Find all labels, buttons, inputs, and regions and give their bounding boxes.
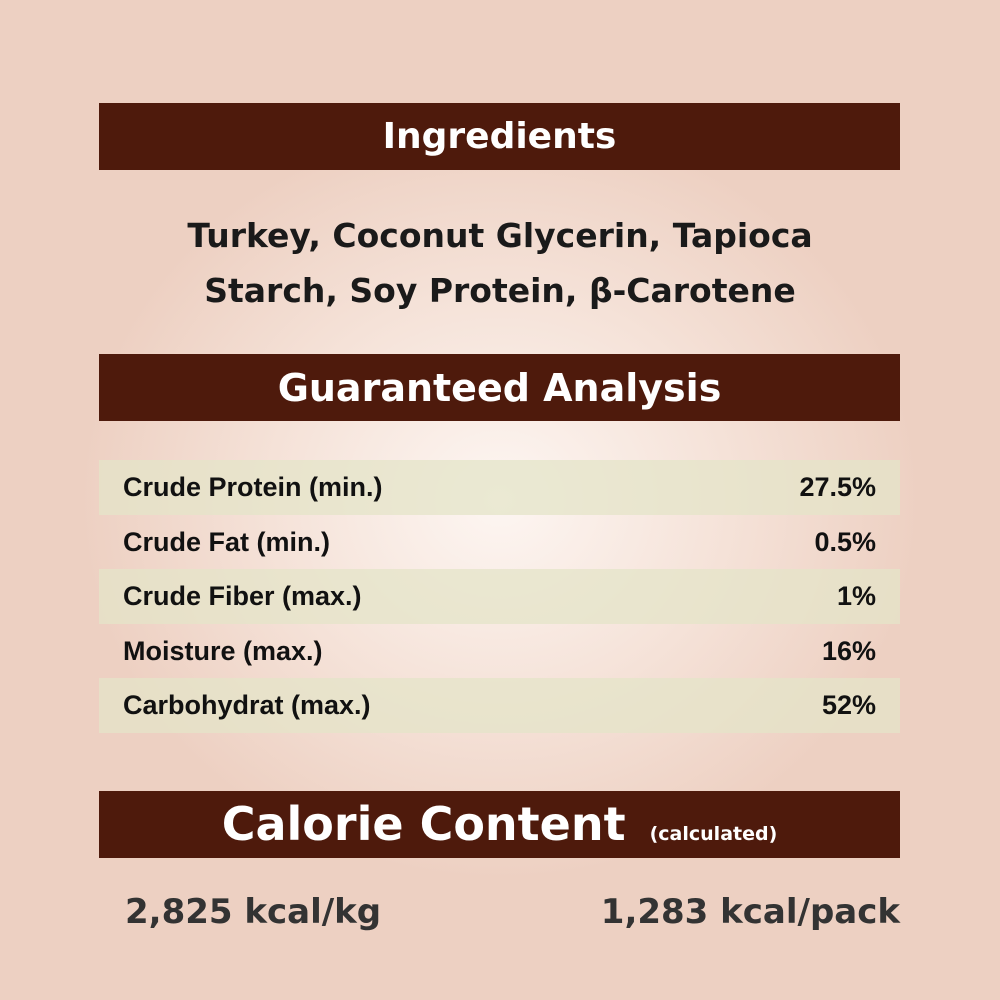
calories-per-kg: 2,825 kcal/kg — [125, 892, 382, 932]
calorie-note: (calculated) — [649, 823, 778, 845]
calories-per-pack: 1,283 kcal/pack — [600, 892, 900, 932]
row-value: 1% — [836, 581, 876, 611]
ingredients-line-1: Turkey, Coconut Glycerin, Tapioca — [187, 216, 813, 255]
row-value: 0.5% — [814, 527, 876, 557]
row-label: Moisture (max.) — [123, 636, 323, 666]
ingredients-title: Ingredients — [382, 116, 617, 157]
analysis-row: Carbohydrat (max.) 52% — [99, 678, 900, 733]
row-value: 52% — [821, 690, 876, 720]
analysis-title: Guaranteed Analysis — [277, 365, 722, 410]
row-label: Crude Fat (min.) — [123, 527, 330, 557]
calorie-title: Calorie Content — [221, 797, 626, 851]
row-value: 16% — [821, 636, 876, 666]
analysis-row: Crude Protein (min.) 27.5% — [99, 460, 900, 515]
analysis-header: Guaranteed Analysis — [99, 354, 900, 421]
ingredients-header: Ingredients — [99, 103, 900, 170]
analysis-row: Crude Fat (min.) 0.5% — [99, 515, 900, 570]
ingredients-line-2: Starch, Soy Protein, β-Carotene — [204, 271, 796, 310]
row-value: 27.5% — [799, 472, 876, 502]
analysis-row: Crude Fiber (max.) 1% — [99, 569, 900, 624]
row-label: Crude Fiber (max.) — [123, 581, 362, 611]
calorie-header: Calorie Content (calculated) — [99, 791, 900, 858]
row-label: Crude Protein (min.) — [123, 472, 383, 502]
analysis-row: Moisture (max.) 16% — [99, 624, 900, 679]
row-label: Carbohydrat (max.) — [123, 690, 371, 720]
